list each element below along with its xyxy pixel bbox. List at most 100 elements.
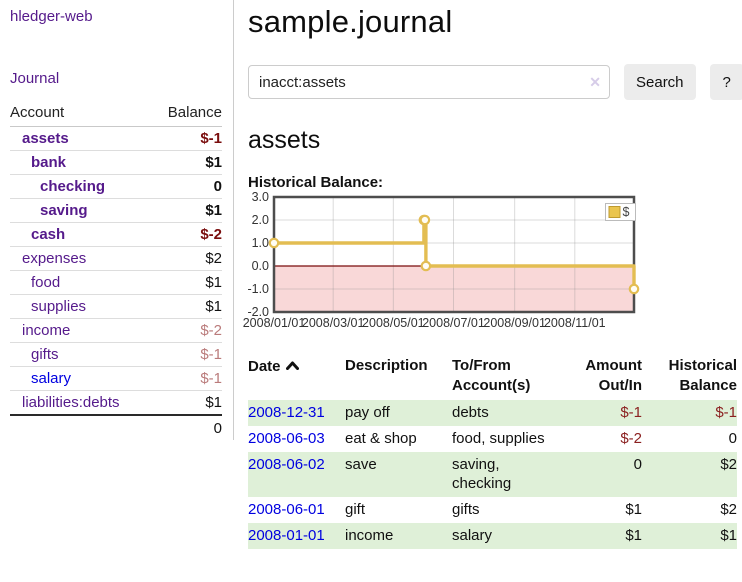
help-button[interactable]: ? [709,64,742,100]
search-box: ✕ [248,65,610,99]
account-balance: $1 [205,154,222,171]
transaction-description: income [345,527,394,544]
transaction-amount: $-1 [620,404,642,421]
page-title: sample.journal [248,4,453,39]
register-table: Date Description To/From Account(s) Amou… [248,353,737,549]
y-axis-label: 2.0 [251,213,269,227]
app-title-link[interactable]: hledger-web [10,8,93,25]
transaction-accounts: salary [452,527,493,544]
account-link-salary[interactable]: salary [31,370,72,387]
nav-journal-link[interactable]: Journal [10,70,60,87]
svg-text:$: $ [623,205,630,219]
account-row: assets $-1 [10,126,222,151]
x-axis-label: 2008/09/01 [483,316,546,330]
sidebar-divider [233,0,234,440]
account-link-liabilities-debts[interactable]: liabilities:debts [22,394,120,411]
account-link-income[interactable]: income [22,322,71,339]
account-row: income $-2 [10,318,222,343]
transaction-date-link[interactable]: 2008-12-31 [248,404,325,421]
balance-chart-plot: $ [268,195,640,314]
transaction-amount: $-2 [620,430,642,447]
register-row: 2008-06-01 gift gifts $1 $2 [248,497,737,523]
transaction-amount: $1 [625,527,642,544]
main-content: sample.journal ✕ Search ? assets Histori… [243,0,742,549]
account-cell: supplies [10,294,152,319]
transaction-date-link[interactable]: 2008-06-02 [248,456,325,473]
x-axis-label: 2008/05/01 [362,316,425,330]
transaction-description: gift [345,501,366,518]
transaction-balance: 0 [728,430,737,447]
transaction-accounts: food, supplies [452,430,545,447]
account-row: gifts $-1 [10,342,222,367]
transaction-date-link[interactable]: 2008-06-01 [248,501,325,518]
search-input[interactable] [248,65,610,99]
register-row: 2008-06-03 eat & shop food, supplies $-2 0 [248,426,737,452]
balance-chart: $3.0 2.0 1.0 0.0 -1.0 -2.0 2008/01/01 2008/03/0… [243,190,643,339]
account-link-checking[interactable]: checking [40,178,106,195]
account-balance: $1 [205,202,222,219]
transaction-date-link[interactable]: 2008-06-03 [248,430,325,447]
register-row: 2008-01-01 income salary $1 $1 [248,523,737,549]
y-axis-label: -2.0 [247,305,269,319]
account-link-bank[interactable]: bank [31,154,67,171]
account-balance: $1 [205,298,222,315]
account-row: bank $1 [10,150,222,175]
account-cell: liabilities:debts [10,390,152,416]
account-link-saving[interactable]: saving [40,202,88,219]
y-axis-label: 1.0 [251,236,269,250]
register-row: 2008-06-02 save saving, checking 0 $2 [248,452,737,497]
account-cell: cash [10,222,152,247]
accounts-table: Account Balance assets $-1 bank $1 checking 0… [10,100,222,440]
transaction-description: save [345,456,377,473]
transaction-amount: $1 [625,501,642,518]
account-row: food $1 [10,270,222,295]
y-axis-label: 3.0 [251,190,269,204]
transaction-description: pay off [345,404,390,421]
account-link-food[interactable]: food [31,274,61,291]
transaction-date-link[interactable]: 2008-01-01 [248,527,325,544]
account-balance: $-2 [200,322,222,339]
account-balance: $-1 [200,346,222,363]
search-bar: ✕ Search ? [248,64,742,100]
account-link-gifts[interactable]: gifts [31,346,59,363]
account-cell: expenses [10,246,152,271]
accounts-total-value: 0 [151,414,222,440]
transaction-amount: 0 [633,456,642,473]
account-heading: assets [248,126,321,154]
account-balance: $-2 [200,226,222,243]
transaction-accounts: debts [452,404,489,421]
transaction-description: eat & shop [345,430,417,447]
transaction-balance: $2 [720,456,737,473]
x-axis-label: 2008/07/01 [422,316,485,330]
account-link-expenses[interactable]: expenses [22,250,87,267]
accounts-header-row: Account Balance [10,100,222,127]
account-row: cash $-2 [10,222,222,247]
account-cell: bank [10,150,152,175]
register-col-description: Description [345,357,428,374]
transaction-balance: $-1 [715,404,737,421]
account-row: salary $-1 [10,366,222,391]
account-link-assets[interactable]: assets [22,130,69,147]
account-cell: checking [10,174,152,199]
account-balance: $-1 [200,370,222,387]
account-link-supplies[interactable]: supplies [31,298,87,315]
transaction-accounts: saving, checking [452,456,512,492]
register-col-balance: Historical Balance [668,357,737,394]
register-col-date[interactable]: Date [248,353,345,400]
account-cell: assets [10,126,152,151]
account-row: liabilities:debts $1 [10,390,222,416]
register-col-amount: Amount Out/In [585,357,642,394]
account-balance: 0 [213,178,222,195]
account-link-cash[interactable]: cash [31,226,66,243]
register-header-row: Date Description To/From Account(s) Amou… [248,353,737,400]
account-balance: $1 [205,394,222,411]
x-axis-label: 2008/03/01 [301,316,365,330]
accounts-total-row: 0 [10,414,222,440]
account-row: checking 0 [10,174,222,199]
account-row: supplies $1 [10,294,222,319]
clear-search-icon[interactable]: ✕ [589,74,601,90]
search-button[interactable]: Search [624,64,696,100]
transaction-accounts: gifts [452,501,480,518]
accounts-col-account: Account [10,100,152,127]
account-cell: income [10,318,152,343]
